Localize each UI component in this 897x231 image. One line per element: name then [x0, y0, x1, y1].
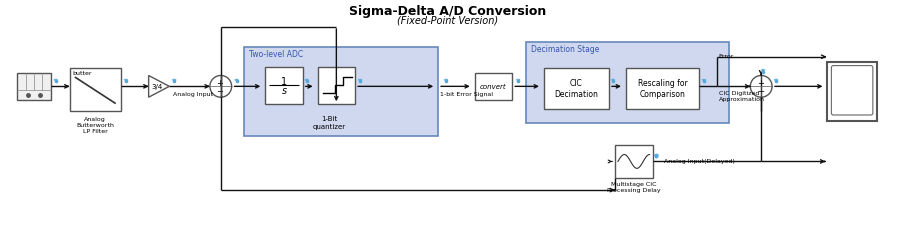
- Text: 1-bit Error Signal: 1-bit Error Signal: [440, 92, 493, 97]
- FancyBboxPatch shape: [626, 68, 699, 109]
- Text: 1-Bit
quantizer: 1-Bit quantizer: [312, 116, 345, 129]
- Text: Analog Input(Delayed): Analog Input(Delayed): [665, 158, 736, 163]
- FancyBboxPatch shape: [832, 66, 873, 116]
- Text: Rescaling for
Comparison: Rescaling for Comparison: [638, 79, 687, 99]
- Text: −: −: [216, 86, 223, 95]
- Text: convert: convert: [480, 84, 507, 90]
- Text: CIC
Decimation: CIC Decimation: [554, 79, 598, 99]
- FancyBboxPatch shape: [615, 145, 652, 179]
- Text: −: −: [757, 86, 763, 95]
- Text: butter: butter: [73, 70, 92, 75]
- Text: 3/4: 3/4: [152, 84, 162, 90]
- Text: s: s: [282, 86, 286, 96]
- FancyBboxPatch shape: [266, 67, 303, 105]
- FancyBboxPatch shape: [17, 73, 51, 101]
- FancyBboxPatch shape: [245, 48, 438, 136]
- Text: Multistage CIC
Processing Delay: Multistage CIC Processing Delay: [607, 181, 660, 193]
- Text: Decimation Stage: Decimation Stage: [531, 45, 599, 54]
- Text: Error: Error: [718, 54, 734, 58]
- FancyBboxPatch shape: [475, 73, 512, 101]
- Text: +: +: [757, 79, 763, 88]
- Text: CIC Digitized
Approximation: CIC Digitized Approximation: [718, 91, 765, 102]
- Text: Analog
Butterworth
LP Filter: Analog Butterworth LP Filter: [76, 116, 114, 134]
- FancyBboxPatch shape: [318, 67, 355, 105]
- Text: 1: 1: [281, 77, 287, 87]
- Polygon shape: [149, 76, 170, 98]
- Text: Sigma-Delta A/D Conversion: Sigma-Delta A/D Conversion: [349, 5, 546, 18]
- Circle shape: [210, 76, 231, 98]
- FancyBboxPatch shape: [827, 62, 876, 122]
- Text: (Fixed-Point Version): (Fixed-Point Version): [397, 15, 499, 25]
- FancyBboxPatch shape: [70, 68, 121, 112]
- Text: Analog Input: Analog Input: [173, 92, 213, 97]
- FancyBboxPatch shape: [526, 43, 728, 123]
- FancyBboxPatch shape: [544, 68, 609, 109]
- Circle shape: [751, 76, 772, 98]
- Text: Two-level ADC: Two-level ADC: [249, 50, 303, 58]
- Text: +: +: [216, 79, 223, 88]
